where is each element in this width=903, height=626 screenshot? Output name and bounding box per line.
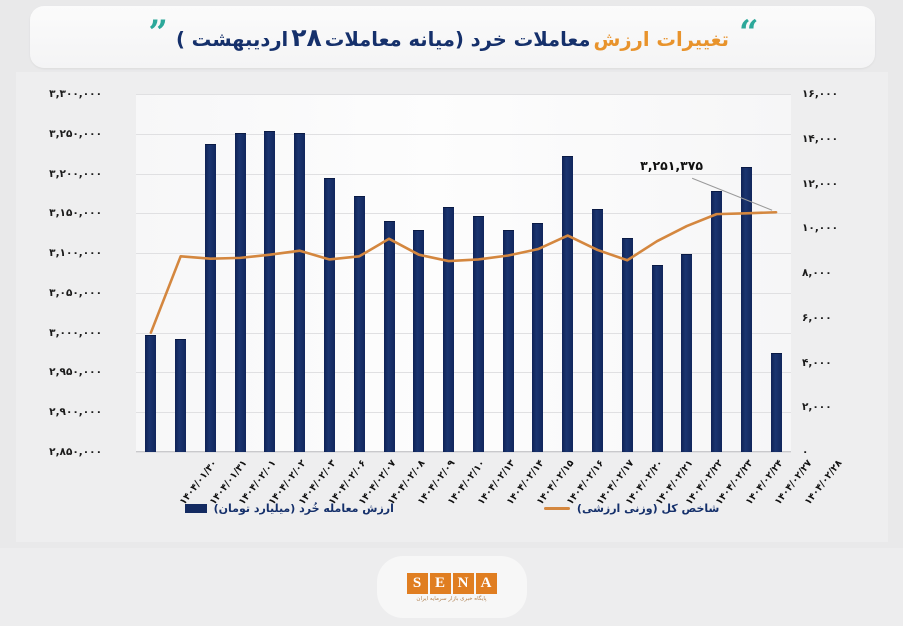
line-series xyxy=(149,177,778,334)
chart-panel: ۳,۳۰۰,۰۰۰ ۳,۲۵۰,۰۰۰ ۳,۲۰۰,۰۰۰ ۳,۱۵۰,۰۰۰ ۳,۱۰… xyxy=(16,72,888,542)
annotation-leader-line xyxy=(691,177,773,211)
sena-logo-subtitle: پایگاه خبری بازار سرمایه ایران xyxy=(416,595,487,602)
title-segment-navy: معاملات خرد (میانه معاملات xyxy=(324,27,591,51)
gridline xyxy=(136,253,791,255)
bar[interactable] xyxy=(681,254,693,452)
gridline xyxy=(136,372,791,374)
annotation-label: ۳,۲۵۱,۳۷۵ xyxy=(640,158,704,174)
y-axis-right-tick: ۲,۰۰۰ xyxy=(802,401,832,414)
gridline xyxy=(136,94,791,95)
title-day-number: ۲۸ xyxy=(291,22,322,52)
legend-swatch-line-icon xyxy=(543,507,570,510)
bar[interactable] xyxy=(711,191,723,452)
y-axis-left-tick: ۳,۱۰۰,۰۰۰ xyxy=(49,247,102,260)
title-segment-orange: تغییرات ارزش xyxy=(593,27,730,51)
bar[interactable] xyxy=(591,209,603,452)
y-axis-left-tick: ۳,۱۵۰,۰۰۰ xyxy=(49,207,102,220)
y-axis-left-tick: ۲,۸۵۰,۰۰۰ xyxy=(49,446,102,458)
y-axis-left-tick: ۳,۰۰۰,۰۰۰ xyxy=(49,326,102,339)
y-axis-right-tick: ۱۰,۰۰۰ xyxy=(802,222,839,235)
sena-logo-letter: E xyxy=(429,572,451,594)
bar[interactable] xyxy=(204,144,216,452)
legend-item-line[interactable]: شاخص کل (وزنی ارزشی) xyxy=(543,502,720,515)
bar[interactable] xyxy=(532,222,544,452)
y-axis-right-tick: ۶,۰۰۰ xyxy=(802,311,832,324)
bar[interactable] xyxy=(353,195,365,452)
y-axis-left-tick: ۳,۰۵۰,۰۰۰ xyxy=(49,286,102,299)
sena-logo-letter: A xyxy=(475,572,497,594)
y-axis-right-tick: ۱۲,۰۰۰ xyxy=(802,177,839,190)
y-axis-right-tick: ۸,۰۰۰ xyxy=(802,267,832,279)
bar[interactable] xyxy=(324,178,336,452)
gridline xyxy=(136,292,791,294)
gridline xyxy=(136,133,791,135)
gridline xyxy=(136,332,791,334)
y-axis-right-tick: ۴,۰۰۰ xyxy=(802,356,832,369)
y-axis-right-tick: ۱۶,۰۰۰ xyxy=(802,88,839,100)
title-month: اردیبهشت ) xyxy=(175,27,289,51)
gridline xyxy=(136,412,791,414)
bar[interactable] xyxy=(413,229,425,452)
bar[interactable] xyxy=(383,220,395,452)
bar[interactable] xyxy=(651,265,663,452)
y-axis-left-tick: ۲,۹۵۰,۰۰۰ xyxy=(49,366,102,379)
gridline xyxy=(136,173,791,175)
page-title: “ تغییرات ارزش معاملات خرد (میانه معاملا… xyxy=(148,16,758,54)
legend-label-line: شاخص کل (وزنی ارزشی) xyxy=(576,502,720,515)
bar[interactable] xyxy=(234,133,246,452)
legend-swatch-bar-icon xyxy=(184,504,207,513)
sena-logo-letter: S xyxy=(406,572,428,594)
bar[interactable] xyxy=(294,133,306,452)
plot-area xyxy=(136,94,791,453)
sena-logo-letter: N xyxy=(452,572,474,594)
chart-legend: شاخص کل (وزنی ارزشی) ارزش معامله خُرد (م… xyxy=(16,502,888,515)
y-axis-right-tick: ۰ xyxy=(802,446,809,458)
y-axis-left-tick: ۳,۲۰۰,۰۰۰ xyxy=(49,167,102,180)
gridline xyxy=(136,213,791,215)
bar[interactable] xyxy=(264,131,276,452)
bar[interactable] xyxy=(443,207,455,452)
quote-close-icon: ” xyxy=(148,13,168,53)
y-axis-left-tick: ۲,۹۰۰,۰۰۰ xyxy=(49,406,102,419)
bar[interactable] xyxy=(740,166,752,452)
legend-item-bar[interactable]: ارزش معامله خُرد (میلیارد تومان) xyxy=(184,502,394,515)
y-axis-right-tick: ۱۴,۰۰۰ xyxy=(802,132,839,145)
gridline xyxy=(136,452,791,453)
quote-open-icon: “ xyxy=(739,13,759,53)
bar[interactable] xyxy=(145,334,157,452)
y-axis-left-tick: ۳,۲۵۰,۰۰۰ xyxy=(49,127,102,140)
bar[interactable] xyxy=(621,238,633,452)
y-axis-left-tick: ۳,۳۰۰,۰۰۰ xyxy=(49,88,102,100)
bar[interactable] xyxy=(175,339,187,452)
bar[interactable] xyxy=(770,352,782,452)
legend-label-bar: ارزش معامله خُرد (میلیارد تومان) xyxy=(213,502,394,515)
bar[interactable] xyxy=(502,229,514,452)
chart-header: “ تغییرات ارزش معاملات خرد (میانه معاملا… xyxy=(30,6,875,68)
bar[interactable] xyxy=(562,155,574,452)
x-axis-line xyxy=(136,451,791,452)
bar[interactable] xyxy=(472,216,484,452)
